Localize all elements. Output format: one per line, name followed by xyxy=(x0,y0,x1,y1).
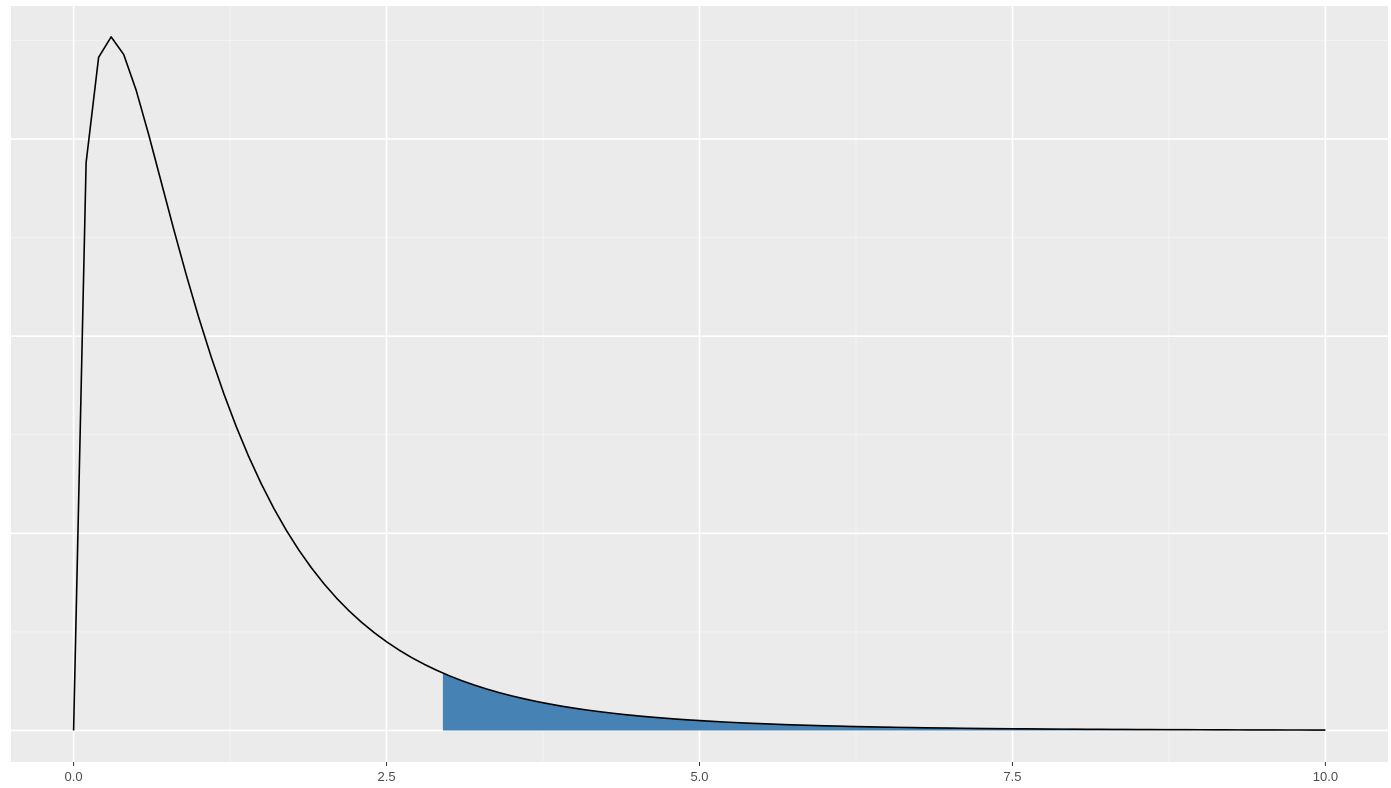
x-tick-label-4: 10.0 xyxy=(1313,769,1338,784)
shaded-tail-area xyxy=(442,673,1326,731)
density-curve xyxy=(72,36,1326,731)
x-tick-label-2: 5.0 xyxy=(690,769,708,784)
x-tick-label-0: 0.0 xyxy=(65,769,83,784)
x-tick-label-1: 2.5 xyxy=(378,769,396,784)
x-tick-label-3: 7.5 xyxy=(1003,769,1021,784)
x-axis-ticks xyxy=(73,762,1326,766)
x-axis-tick-labels: 0.0 2.5 5.0 7.5 10.0 xyxy=(65,769,1339,784)
